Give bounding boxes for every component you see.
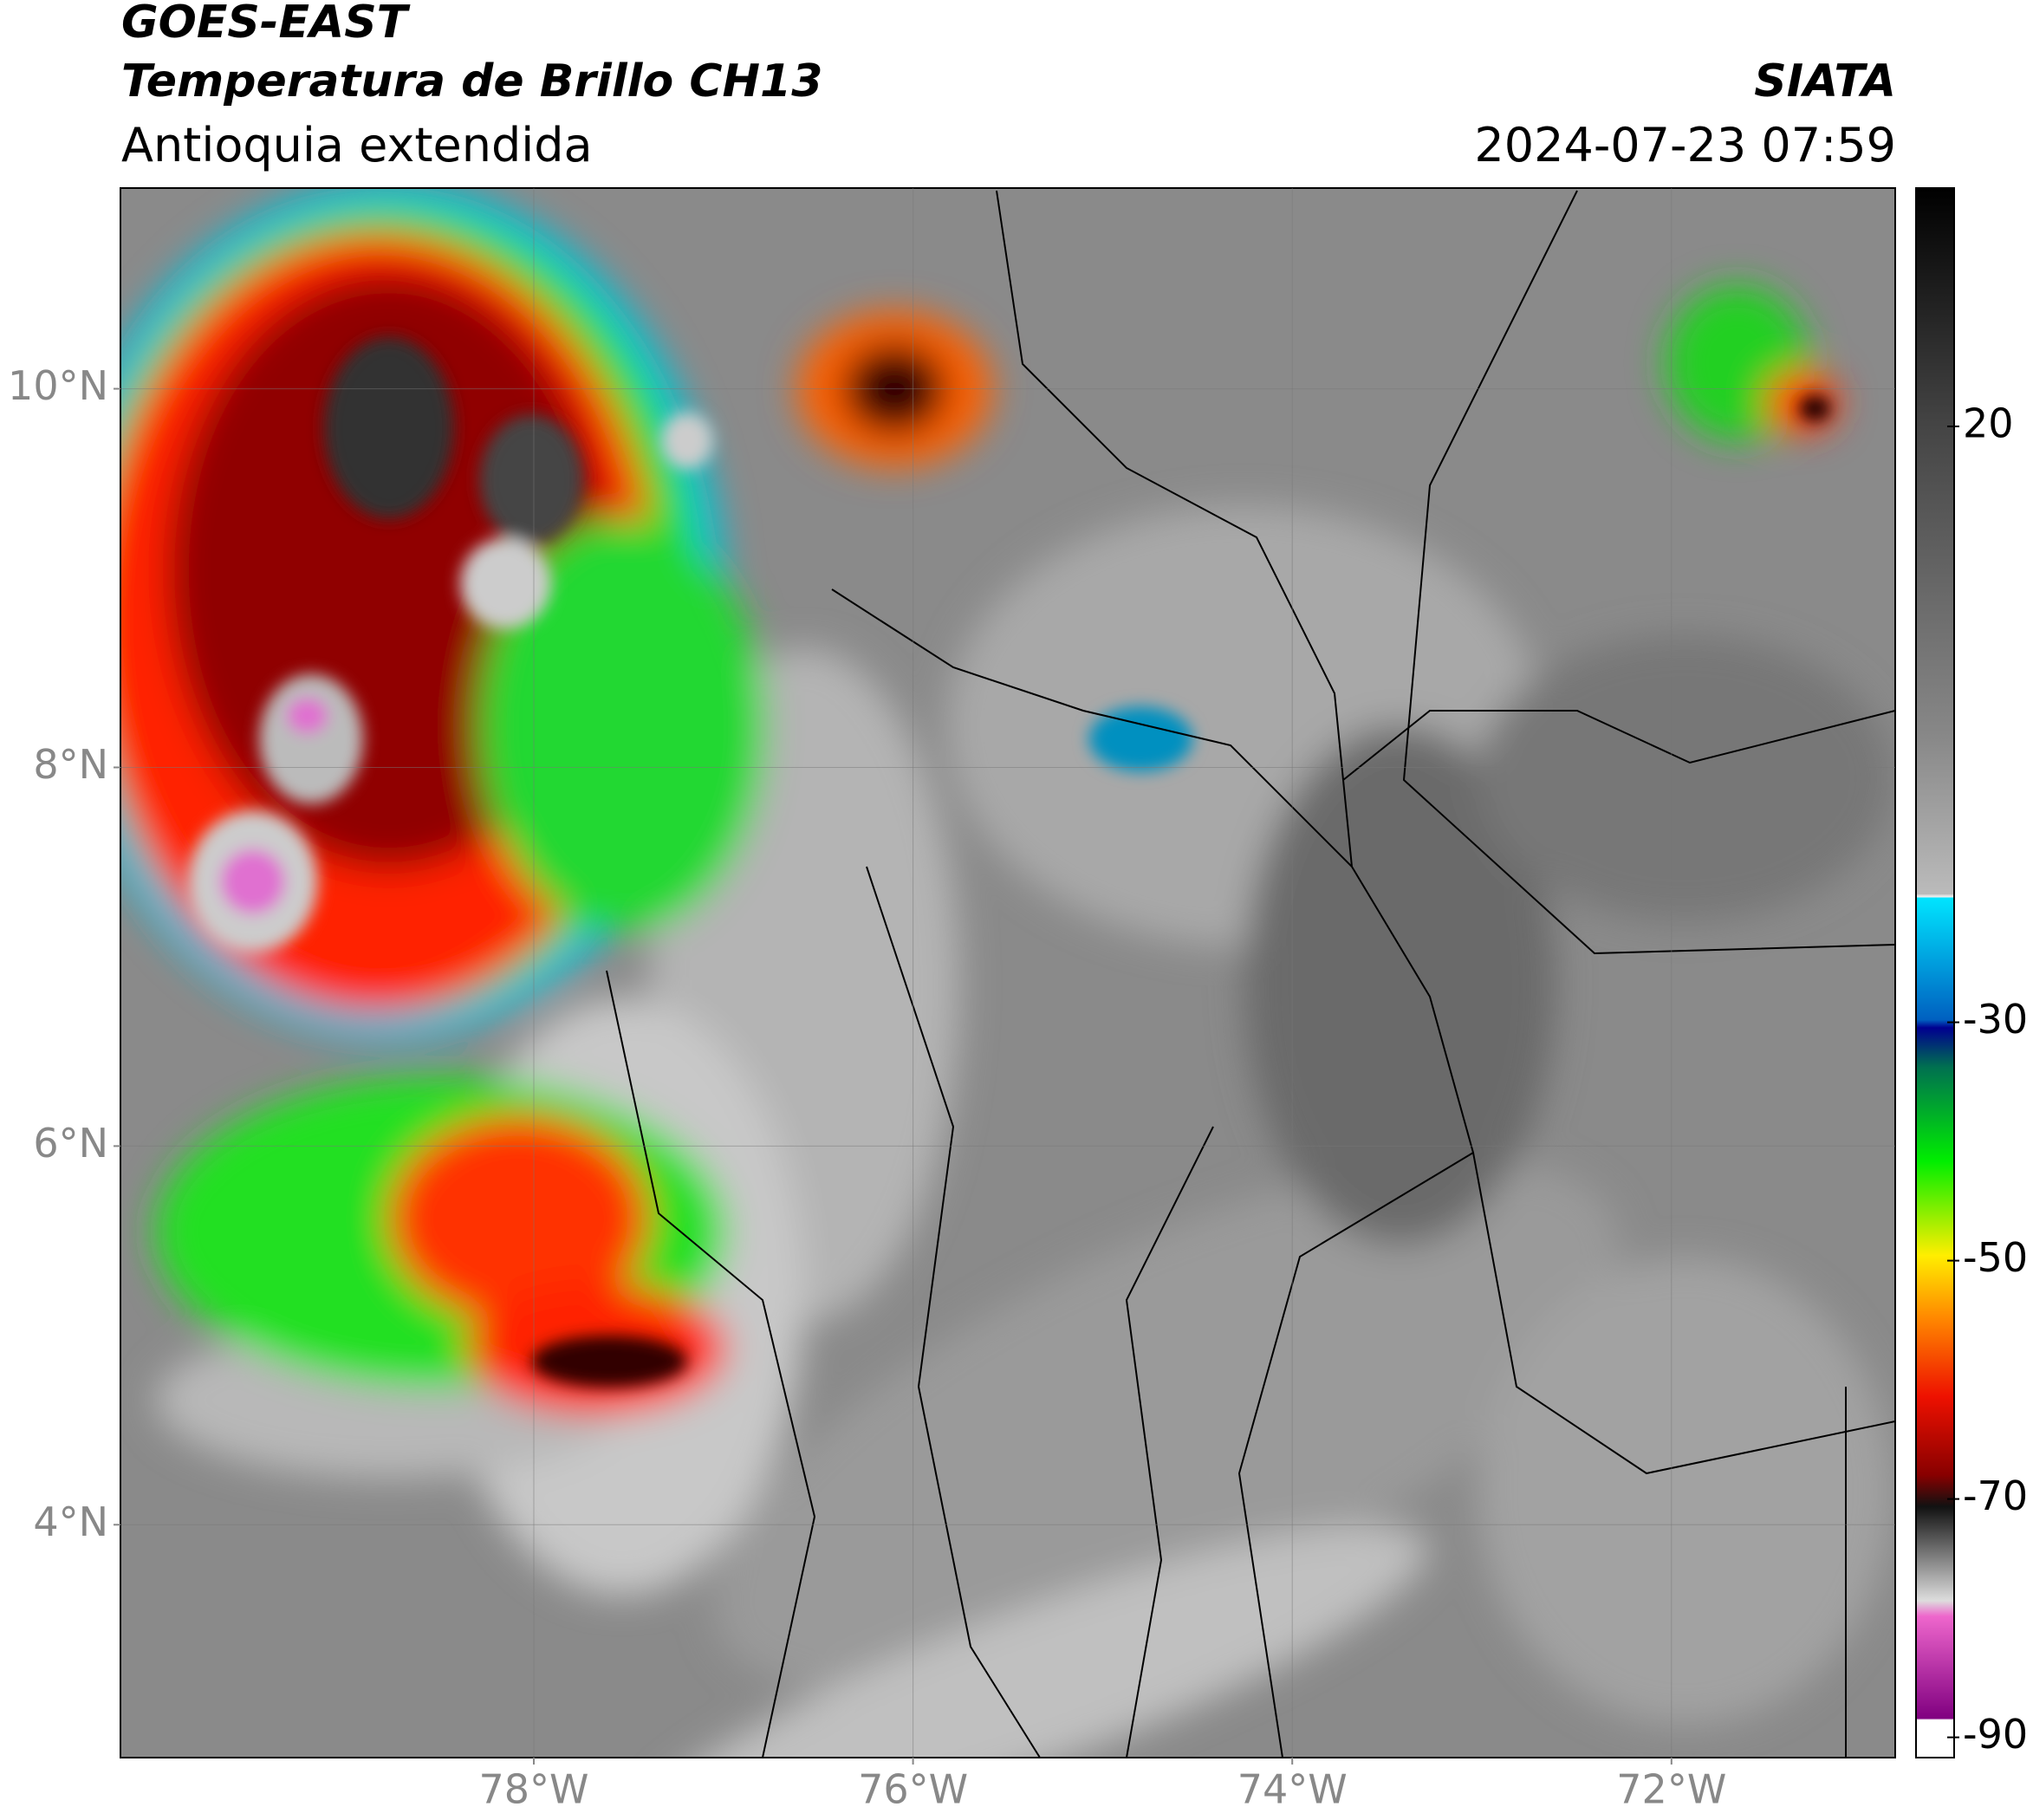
map-frame	[120, 187, 1896, 1758]
region-subtitle: Antioquia extendida	[121, 118, 593, 172]
colorbar-tick-label: -30	[1963, 996, 2028, 1043]
x-tick-label: 74°W	[1237, 1766, 1348, 1813]
y-tick-label: 4°N	[33, 1498, 108, 1545]
datetime: 2024-07-23 07:59	[1474, 118, 1896, 172]
x-tick-label: 72°W	[1616, 1766, 1726, 1813]
colorbar-tick-label: -70	[1963, 1472, 2028, 1519]
colorbar-tick-label: -50	[1963, 1234, 2028, 1281]
colorbar-tick-label: 20	[1963, 400, 2014, 447]
x-tick-label: 78°W	[478, 1766, 588, 1813]
product-title: Temperatura de Brillo CH13	[121, 55, 823, 107]
agency: SIATA	[1754, 55, 1896, 107]
boundaries	[606, 190, 1895, 1758]
x-tick-label: 76°W	[858, 1766, 968, 1813]
y-tick-label: 8°N	[33, 741, 108, 788]
colorbar-tick-label: -90	[1963, 1711, 2028, 1758]
y-tick-label: 10°N	[8, 362, 108, 409]
colorbar	[1915, 187, 1955, 1758]
satellite-title: GOES-EAST	[121, 0, 408, 49]
y-tick-label: 6°N	[33, 1120, 108, 1167]
imagery	[120, 188, 1895, 1758]
